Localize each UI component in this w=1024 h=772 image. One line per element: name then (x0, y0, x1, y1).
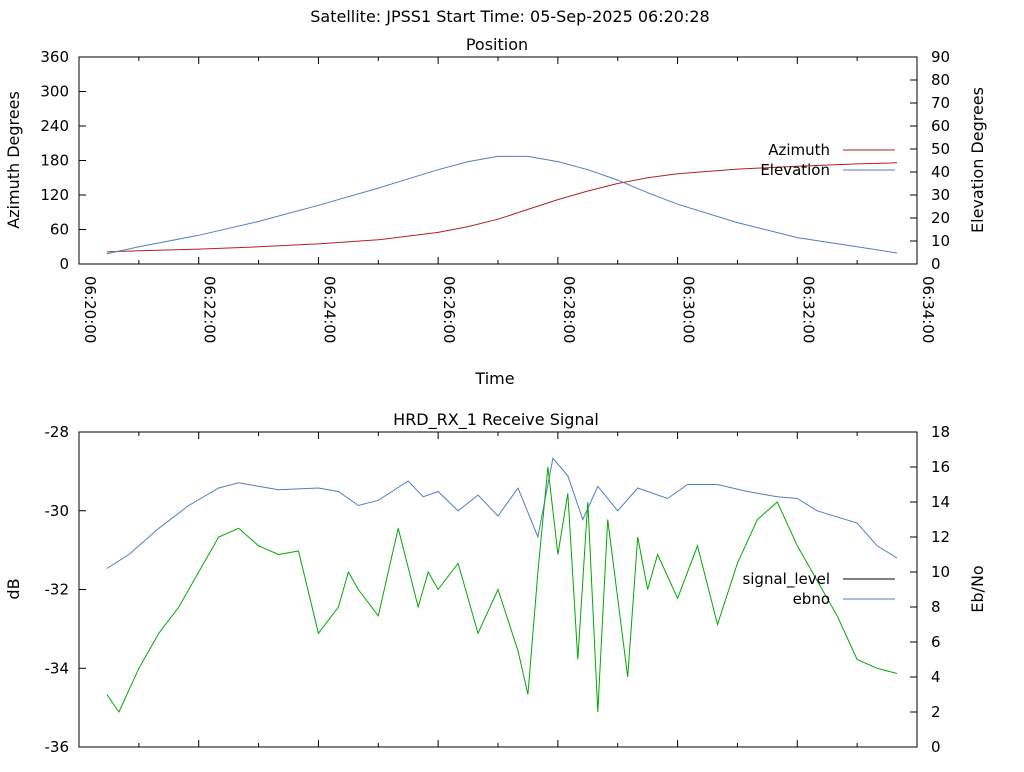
signal-y2-tick-label: 2 (931, 703, 941, 721)
position-y2-tick-label: 30 (931, 186, 950, 204)
position-chart: Position 06:20:00 06:22:00 06:24:00 06:26:0… (4, 35, 987, 388)
position-y2-tick-label: 0 (931, 255, 941, 273)
signal-y-tick-label: -28 (45, 423, 70, 441)
position-y-tick-label: 60 (50, 221, 69, 239)
position-x-tick-label: 06:22:00 (201, 276, 219, 343)
signal-chart: HRD_RX_1 Receive Signal -36 -34 -32 -30 -28 0… (4, 410, 987, 756)
signal-y-tick-label: -36 (45, 738, 70, 756)
position-y2-tick-label: 10 (931, 232, 950, 250)
position-y2-tick-label: 80 (931, 71, 950, 89)
signal-series-line (106, 466, 898, 714)
signal-y-tick-label: -34 (45, 659, 70, 677)
position-y2label: Elevation Degrees (968, 87, 987, 233)
signal-y2-tick-label: 14 (931, 493, 950, 511)
position-y-tick-label: 120 (40, 186, 69, 204)
signal-y2label: Eb/No (968, 565, 987, 612)
position-title: Position (466, 35, 528, 54)
signal-y-tick-label: -30 (45, 502, 70, 520)
signal-y2-tick-label: 12 (931, 528, 950, 546)
position-x-tick-label: 06:20:00 (81, 276, 99, 343)
position-y2-tick-label: 50 (931, 140, 950, 158)
position-x-tick-label: 06:34:00 (919, 276, 937, 343)
signal-legend-label: ebno (793, 590, 830, 608)
position-x-tick-label: 06:32:00 (799, 276, 817, 343)
position-y2-tick-label: 90 (931, 48, 950, 66)
position-y2-tick-label: 70 (931, 94, 950, 112)
signal-series (106, 457, 898, 714)
position-x-tick-label: 06:24:00 (320, 276, 338, 343)
position-legend-label: Elevation (760, 161, 830, 179)
signal-y2-tick-label: 10 (931, 563, 950, 581)
signal-legend-label: signal_level (742, 570, 830, 589)
position-series-line (106, 162, 898, 253)
position-y-tick-label: 360 (40, 48, 69, 66)
position-legend-label: Azimuth (768, 141, 830, 159)
position-x-tick-label: 06:30:00 (680, 276, 698, 343)
position-series (106, 155, 898, 255)
position-series-line (106, 155, 898, 255)
position-x-tick-label: 06:28:00 (560, 276, 578, 343)
position-y-tick-label: 240 (40, 117, 69, 135)
position-ylabel: Azimuth Degrees (4, 91, 23, 229)
signal-y2-tick-label: 4 (931, 668, 941, 686)
signal-y2-tick-label: 18 (931, 423, 950, 441)
signal-y2-tick-label: 0 (931, 738, 941, 756)
signal-series-line (106, 457, 898, 569)
position-ticks: 06:20:00 06:22:00 06:24:00 06:26:00 06:28:00… (40, 48, 950, 343)
signal-title: HRD_RX_1 Receive Signal (393, 410, 599, 430)
position-y2-tick-label: 20 (931, 209, 950, 227)
signal-y2-tick-label: 6 (931, 633, 941, 651)
position-y2-tick-label: 40 (931, 163, 950, 181)
position-y2-tick-label: 60 (931, 117, 950, 135)
position-y-tick-label: 300 (40, 83, 69, 101)
header-title: Satellite: JPSS1 Start Time: 05-Sep-2025… (310, 7, 709, 26)
position-xlabel: Time (474, 369, 514, 388)
signal-y2-tick-label: 8 (931, 598, 941, 616)
position-y-tick-label: 180 (40, 152, 69, 170)
signal-y-tick-label: -32 (45, 581, 70, 599)
signal-y2-tick-label: 16 (931, 458, 950, 476)
position-y-tick-label: 0 (59, 255, 69, 273)
position-legend: Azimuth Elevation (760, 141, 895, 179)
signal-ylabel: dB (4, 578, 23, 599)
position-x-tick-label: 06:26:00 (440, 276, 458, 343)
signal-ticks: -36 -34 -32 -30 -28 0 2 4 6 8 10 12 14 16 18 (45, 423, 951, 756)
